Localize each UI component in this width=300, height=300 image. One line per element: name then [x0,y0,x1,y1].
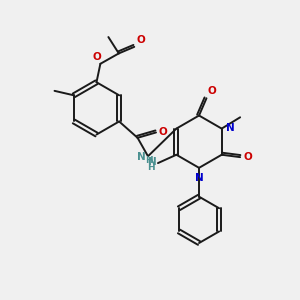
Text: N: N [195,173,203,183]
Text: N: N [137,152,146,162]
Text: N: N [148,157,157,167]
Text: O: O [136,35,146,45]
Text: N: N [226,123,235,133]
Text: O: O [92,52,101,62]
Text: O: O [159,127,168,137]
Text: H: H [148,163,155,172]
Text: O: O [243,152,252,162]
Text: H: H [145,157,152,166]
Text: O: O [208,86,217,96]
